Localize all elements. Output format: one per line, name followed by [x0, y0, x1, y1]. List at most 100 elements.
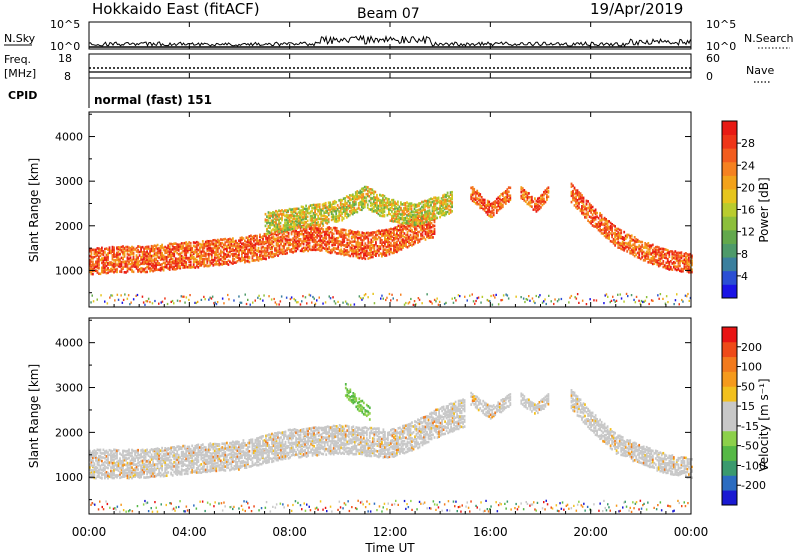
- power-echo-cell: [406, 201, 408, 204]
- power-echo-cell: [392, 208, 395, 211]
- power-echo-cell: [437, 196, 440, 200]
- power-echo-cell: [215, 244, 218, 247]
- power-echo-cell: [153, 252, 156, 255]
- power-echo-cell: [382, 199, 384, 202]
- velocity-echo-cell: [180, 470, 183, 473]
- power-echo-cell: [665, 248, 668, 252]
- power-echo-cell: [443, 200, 446, 204]
- power-echo-cell: [188, 256, 191, 260]
- power-echo-cell: [350, 209, 353, 212]
- power-echo-cell: [195, 264, 198, 268]
- power-echo-cell: [669, 267, 672, 271]
- velocity-echo-cell: [98, 460, 100, 464]
- power-echo-cell: [384, 239, 386, 243]
- power-echo-cell: [373, 231, 376, 234]
- power-echo-cell: [126, 263, 129, 266]
- power-ground-scatter-cell: [682, 300, 684, 303]
- power-ground-scatter-cell: [117, 298, 120, 301]
- power-echo-cell: [305, 226, 307, 229]
- power-echo-cell: [319, 244, 322, 247]
- power-echo-cell: [582, 198, 585, 201]
- velocity-echo-cell: [158, 467, 160, 471]
- power-echo-cell: [401, 209, 404, 213]
- power-ground-scatter-cell: [445, 301, 447, 304]
- power-echo-cell: [523, 196, 526, 200]
- velocity-echo-cell: [209, 461, 212, 465]
- velocity-echo-cell: [209, 442, 212, 445]
- velocity-echo-cell: [222, 461, 225, 465]
- power-echo-cell: [293, 227, 295, 230]
- power-echo-cell: [372, 190, 375, 193]
- power-echo-cell: [367, 242, 370, 245]
- velocity-echo-cell: [218, 459, 221, 462]
- power-echo-cell: [335, 209, 338, 213]
- power-echo-cell: [382, 209, 384, 213]
- power-echo-cell: [186, 249, 189, 253]
- power-echo-cell: [410, 207, 413, 211]
- velocity-echo-cell: [132, 458, 135, 462]
- power-echo-cell: [149, 262, 151, 266]
- power-echo-cell: [387, 250, 389, 254]
- power-echo-cell: [480, 199, 483, 202]
- power-echo-cell: [186, 247, 189, 250]
- velocity-echo-cell: [152, 469, 154, 472]
- power-echo-cell: [213, 244, 216, 248]
- nave-tick-bottom: 0: [706, 70, 713, 83]
- velocity-echo-cell: [126, 466, 129, 470]
- power-echo-cell: [352, 230, 355, 234]
- velocity-echo-cell: [150, 467, 153, 471]
- power-echo-cell: [639, 257, 642, 261]
- power-echo-cell: [235, 255, 237, 258]
- power-echo-cell: [216, 256, 219, 259]
- power-echo-cell: [488, 200, 491, 204]
- power-echo-cell: [672, 251, 675, 255]
- power-ground-scatter-cell: [203, 295, 205, 298]
- velocity-echo-cell: [164, 471, 167, 474]
- power-echo-cell: [420, 225, 422, 229]
- power-echo-cell: [310, 238, 312, 241]
- power-echo-cell: [244, 252, 246, 256]
- power-echo-cell: [312, 203, 315, 207]
- power-echo-cell: [524, 200, 527, 203]
- power-echo-cell: [141, 252, 144, 256]
- power-echo-cell: [207, 242, 210, 245]
- velocity-echo-cell: [113, 469, 115, 472]
- power-echo-cell: [445, 195, 447, 198]
- power-echo-cell: [298, 231, 300, 234]
- power-echo-cell: [442, 206, 444, 209]
- power-ground-scatter-cell: [380, 297, 382, 300]
- velocity-echo-cell: [149, 455, 151, 459]
- power-echo-cell: [215, 246, 218, 250]
- power-echo-cell: [260, 246, 263, 249]
- velocity-echo-cell: [140, 471, 142, 474]
- power-echo-cell: [338, 212, 341, 216]
- velocity-echo-cell: [200, 448, 203, 452]
- velocity-echo-cell: [140, 473, 142, 477]
- power-echo-cell: [416, 210, 419, 214]
- velocity-echo-cell: [182, 450, 185, 454]
- velocity-echo-cell: [183, 459, 186, 462]
- power-echo-cell: [287, 219, 289, 222]
- power-echo-cell: [396, 229, 398, 233]
- power-echo-cell: [137, 268, 139, 272]
- velocity-echo-cell: [161, 462, 163, 466]
- power-echo-cell: [572, 191, 574, 195]
- velocity-echo-cell: [111, 453, 114, 456]
- power-echo-cell: [442, 201, 444, 205]
- power-echo-cell: [221, 259, 224, 263]
- power-ground-scatter-cell: [293, 297, 295, 301]
- power-echo-cell: [665, 252, 668, 255]
- power-echo-cell: [290, 222, 292, 226]
- velocity-echo-cell: [174, 467, 177, 470]
- power-echo-cell: [357, 195, 360, 198]
- power-echo-cell: [351, 200, 354, 204]
- power-ground-scatter-cell: [170, 300, 172, 303]
- velocity-echo-cell: [131, 462, 133, 465]
- power-echo-cell: [350, 244, 353, 247]
- power-echo-cell: [372, 195, 375, 199]
- power-echo-cell: [281, 227, 284, 231]
- power-echo-cell: [314, 214, 316, 217]
- power-echo-cell: [238, 249, 240, 253]
- velocity-echo-cell: [210, 462, 213, 466]
- power-echo-cell: [297, 221, 300, 225]
